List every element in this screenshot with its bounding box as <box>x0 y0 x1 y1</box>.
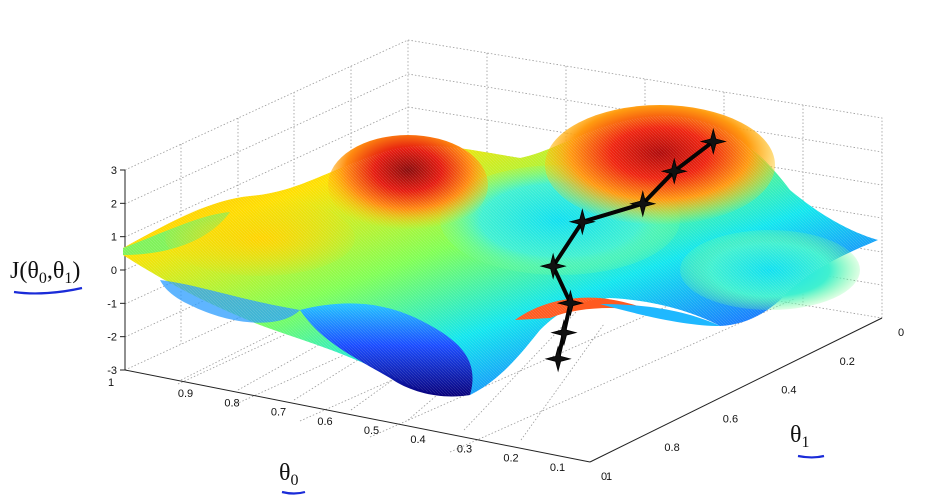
surface-mesh <box>123 115 878 396</box>
theta1-tick-label: 1 <box>606 471 612 483</box>
theta1-tick-labels: 0 0.2 0.4 0.6 0.8 1 <box>606 327 904 483</box>
theta0-tick-label: 0.1 <box>550 462 565 474</box>
theta0-tick-label: 0 <box>601 471 607 483</box>
descent-step-marker <box>539 252 567 280</box>
theta0-tick-label: 0.7 <box>271 407 286 419</box>
z-label-underline <box>13 286 83 295</box>
cost-surface <box>123 105 878 397</box>
theta0-label-underline <box>281 490 306 495</box>
descent-step-marker <box>629 190 657 218</box>
theta0-tick-labels: 0.9 0.8 0.7 0.6 0.5 0.4 0.3 0.2 0.1 0 1 <box>108 377 607 483</box>
z-tick-label: 2 <box>111 198 117 210</box>
z-tick-label: 1 <box>111 232 117 244</box>
descent-step-marker <box>568 208 596 236</box>
theta1-axis-label: θ1 <box>790 422 810 451</box>
surface-underside <box>600 304 720 326</box>
descent-step-marker <box>556 289 585 317</box>
theta1-tick-label: 0.2 <box>840 356 855 368</box>
z-axis-label: J(θ0,θ1) <box>10 258 80 287</box>
theta1-axis-line <box>589 317 883 463</box>
theta0-axis-label: θ0 <box>279 460 299 489</box>
z-tick-labels: 3 2 1 0 -1 -2 -3 <box>107 165 125 377</box>
theta1-tick-label: 0.8 <box>664 442 679 454</box>
descent-step-marker <box>660 157 688 185</box>
descent-step-marker <box>699 127 727 156</box>
theta0-tick-label: 0.5 <box>364 425 379 437</box>
descent-step-marker <box>544 345 572 373</box>
z-tick-label: -1 <box>107 298 117 310</box>
theta0-axis-line <box>124 369 591 463</box>
z-tick-label: 3 <box>111 165 117 177</box>
theta0-tick-label: 0.3 <box>457 443 472 455</box>
theta0-tick-label: 0.6 <box>317 416 332 428</box>
z-tick-label: -2 <box>107 332 117 344</box>
theta0-tick-label: 0.4 <box>410 434 425 446</box>
theta0-tick-label: 1 <box>108 377 114 389</box>
theta1-tick-label: 0.6 <box>723 413 738 425</box>
theta0-tick-label: 0.8 <box>224 397 239 409</box>
theta1-tick-label: 0.4 <box>781 385 796 397</box>
descent-step-marker <box>550 319 578 347</box>
theta0-tick-label: 0.9 <box>178 388 193 400</box>
z-tick-label: 0 <box>111 265 117 277</box>
theta0-tick-label: 0.2 <box>503 453 518 465</box>
theta1-tick-label: 0 <box>898 327 904 339</box>
gradient-descent-path <box>539 127 727 373</box>
theta1-label-underline <box>797 454 825 459</box>
z-tick-label: -3 <box>107 365 117 377</box>
